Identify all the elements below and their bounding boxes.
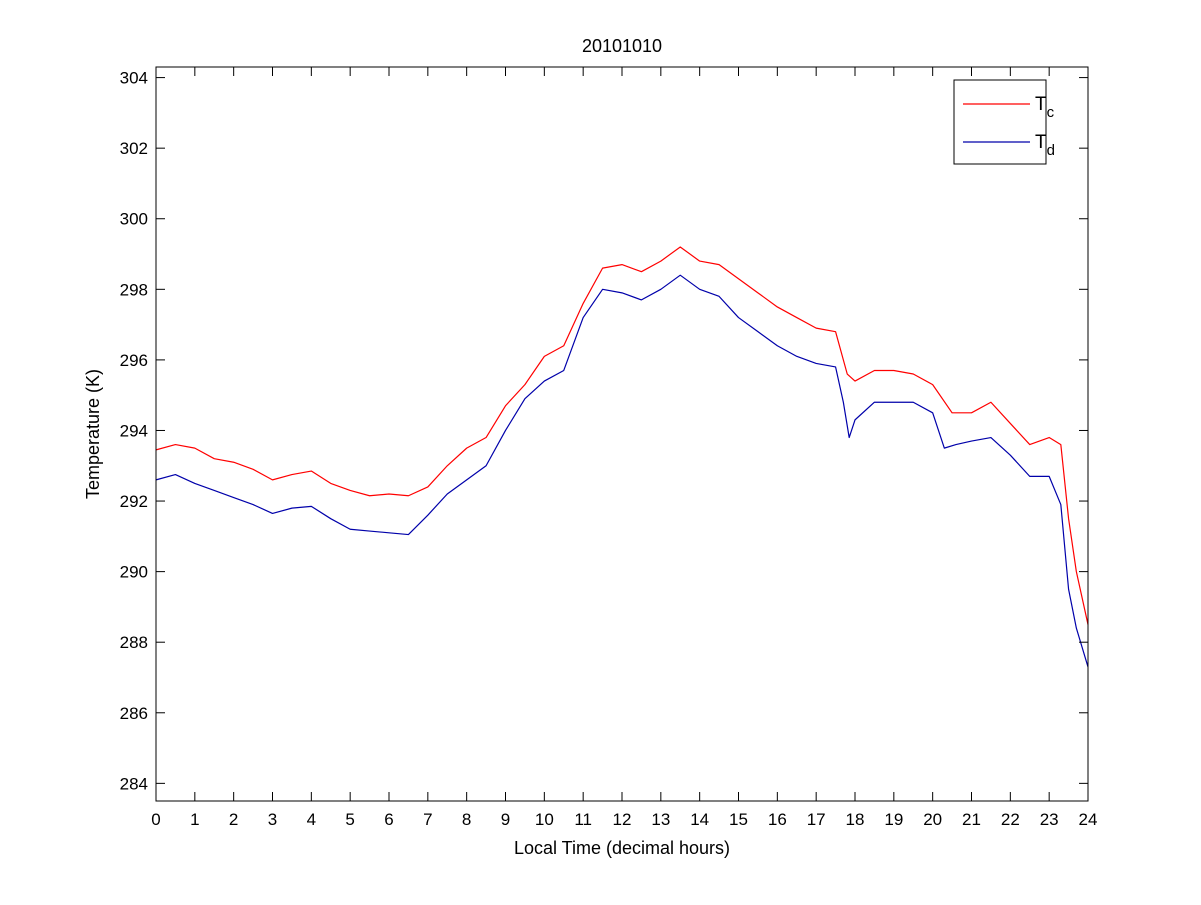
legend: Tc Td — [953, 79, 1055, 165]
x-tick-label: 19 — [884, 810, 903, 829]
y-tick-label: 294 — [120, 421, 148, 440]
y-tick-label: 298 — [120, 280, 148, 299]
x-tick-label: 7 — [423, 810, 432, 829]
x-tick-label: 18 — [846, 810, 865, 829]
series-layer — [155, 246, 1089, 668]
x-tick-label: 11 — [574, 810, 592, 829]
legend-box — [953, 79, 1047, 165]
x-tick-label: 17 — [807, 810, 826, 829]
y-axis-label: Temperature (K) — [83, 369, 103, 499]
x-tick-label: 1 — [190, 810, 199, 829]
y-tick-label: 300 — [120, 210, 148, 229]
x-tick-label: 5 — [345, 810, 354, 829]
y-tick-label: 304 — [120, 69, 148, 88]
ticks-layer: 0 1 2 3 4 5 6 7 8 9 10 11 12 13 14 15 16 17 18 19 20 21 22 23 24… — [120, 67, 1098, 829]
x-tick-label: 13 — [651, 810, 670, 829]
x-tick-label: 4 — [307, 810, 316, 829]
y-tick-label: 284 — [120, 774, 148, 793]
x-tick-label: 12 — [613, 810, 632, 829]
x-tick-label: 14 — [690, 810, 709, 829]
x-tick-label: 2 — [229, 810, 238, 829]
x-tick-label: 22 — [1001, 810, 1020, 829]
x-tick-label: 9 — [501, 810, 510, 829]
x-tick-label: 23 — [1040, 810, 1059, 829]
x-tick-label: 15 — [729, 810, 748, 829]
chart-title: 20101010 — [582, 36, 662, 56]
y-tick-label: 292 — [120, 492, 148, 511]
series-line-t-c — [155, 246, 1089, 625]
x-tick-label: 6 — [384, 810, 393, 829]
x-tick-label: 8 — [462, 810, 471, 829]
y-tick-label: 290 — [120, 563, 148, 582]
y-tick-label: 302 — [120, 139, 148, 158]
x-tick-label: 10 — [535, 810, 554, 829]
x-tick-label: 21 — [962, 810, 981, 829]
x-tick-label: 24 — [1079, 810, 1098, 829]
x-axis-label: Local Time (decimal hours) — [514, 838, 730, 858]
series-line-t-d — [155, 274, 1089, 668]
y-tick-label: 288 — [120, 633, 148, 652]
x-tick-label: 3 — [268, 810, 277, 829]
legend-label: Td — [1035, 132, 1055, 159]
y-tick-label: 296 — [120, 351, 148, 370]
x-tick-label: 16 — [768, 810, 787, 829]
x-tick-label: 20 — [923, 810, 942, 829]
y-tick-label: 286 — [120, 704, 148, 723]
legend-label: Tc — [1035, 94, 1055, 121]
x-tick-label: 0 — [151, 810, 160, 829]
plot-area — [156, 67, 1088, 801]
